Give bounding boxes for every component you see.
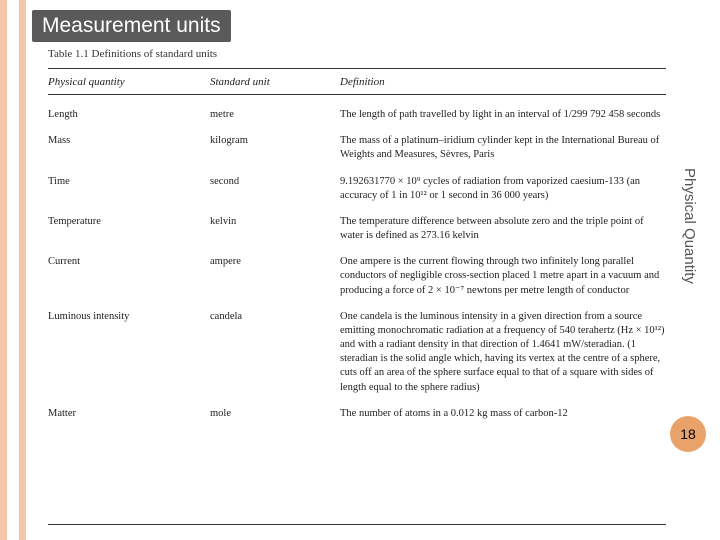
- cell-quantity: Luminous intensity: [48, 310, 210, 395]
- cell-definition: The number of atoms in a 0.012 kg mass o…: [340, 407, 666, 421]
- column-header-unit: Standard unit: [210, 76, 270, 88]
- cell-unit: mole: [210, 407, 340, 421]
- column-header-quantity: Physical quantity: [48, 76, 125, 88]
- cell-quantity: Current: [48, 255, 210, 298]
- cell-unit: kelvin: [210, 215, 340, 243]
- cell-definition: 9.192631770 × 10⁹ cycles of radiation fr…: [340, 175, 666, 203]
- cell-definition: The temperature difference between absol…: [340, 215, 666, 243]
- table-row: Mass kilogram The mass of a platinum–iri…: [48, 128, 666, 168]
- column-header-definition: Definition: [340, 76, 385, 88]
- cell-unit: ampere: [210, 255, 340, 298]
- page-number-badge: 18: [670, 416, 706, 452]
- units-table: Length metre The length of path travelle…: [48, 102, 666, 427]
- cell-unit: kilogram: [210, 134, 340, 162]
- cell-unit: candela: [210, 310, 340, 395]
- cell-unit: second: [210, 175, 340, 203]
- table-row: Matter mole The number of atoms in a 0.0…: [48, 401, 666, 427]
- cell-quantity: Matter: [48, 407, 210, 421]
- cell-quantity: Temperature: [48, 215, 210, 243]
- page-number: 18: [680, 426, 696, 442]
- cell-definition: One candela is the luminous intensity in…: [340, 310, 666, 395]
- table-row: Current ampere One ampere is the current…: [48, 249, 666, 304]
- table-rule-bottom: [48, 524, 666, 525]
- left-accent-gap: [7, 0, 19, 540]
- table-row: Time second 9.192631770 × 10⁹ cycles of …: [48, 169, 666, 209]
- cell-quantity: Time: [48, 175, 210, 203]
- cell-quantity: Mass: [48, 134, 210, 162]
- cell-definition: The mass of a platinum–iridium cylinder …: [340, 134, 666, 162]
- side-label: Physical Quantity: [681, 168, 698, 284]
- table-row: Luminous intensity candela One candela i…: [48, 304, 666, 401]
- cell-quantity: Length: [48, 108, 210, 122]
- table-caption: Table 1.1 Definitions of standard units: [48, 48, 217, 60]
- cell-unit: metre: [210, 108, 340, 122]
- cell-definition: One ampere is the current flowing throug…: [340, 255, 666, 298]
- table-row: Length metre The length of path travelle…: [48, 102, 666, 128]
- table-row: Temperature kelvin The temperature diffe…: [48, 209, 666, 249]
- page-title: Measurement units: [32, 10, 231, 42]
- table-rule-top: [48, 68, 666, 69]
- table-rule-header: [48, 94, 666, 95]
- cell-definition: The length of path travelled by light in…: [340, 108, 666, 122]
